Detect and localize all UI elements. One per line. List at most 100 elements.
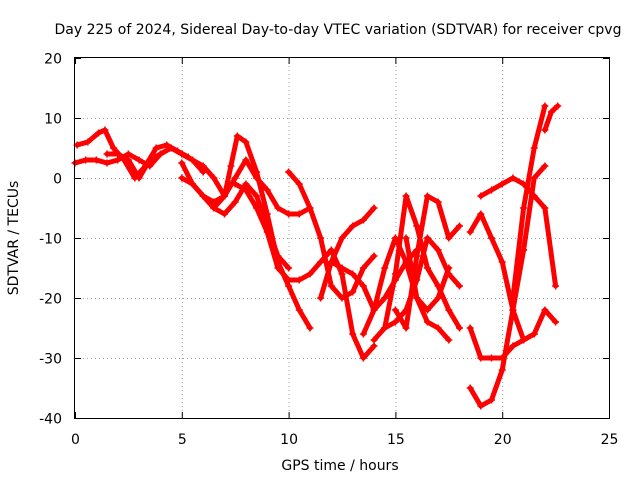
data-point (498, 354, 506, 362)
data-point (402, 234, 410, 242)
y-tick-label: 10 (44, 112, 62, 128)
data-point (520, 204, 528, 212)
data-point (338, 294, 346, 302)
series-trace (74, 127, 191, 181)
data-point (445, 336, 453, 344)
y-tick-label: 20 (44, 52, 62, 68)
data-point (285, 276, 293, 284)
data-point (547, 108, 555, 116)
x-tick-label: 25 (601, 432, 619, 448)
series-sat-t (509, 102, 549, 302)
data-point (231, 180, 239, 188)
data-point (295, 210, 303, 218)
data-point (423, 234, 431, 242)
data-point (338, 270, 346, 278)
data-point (434, 324, 442, 332)
data-point (423, 192, 431, 200)
series-sat-s (477, 174, 560, 290)
data-point (242, 156, 250, 164)
grid (75, 58, 609, 418)
series-sat-o (402, 234, 453, 314)
data-point (359, 330, 367, 338)
x-axis-label: GPS time / hours (281, 458, 398, 474)
data-point (509, 174, 517, 182)
data-point (317, 258, 325, 266)
data-point (317, 294, 325, 302)
data-point (413, 294, 421, 302)
data-point (114, 150, 122, 158)
data-point (370, 336, 378, 344)
data-point (434, 294, 442, 302)
data-point (423, 264, 431, 272)
data-point (455, 222, 463, 230)
data-point (295, 306, 303, 314)
data-point (488, 354, 496, 362)
chart-title: Day 225 of 2024, Sidereal Day-to-day VTE… (55, 22, 622, 38)
data-point (530, 174, 538, 182)
data-point (554, 102, 562, 110)
series-trace (467, 247, 527, 409)
y-tick-label: -10 (39, 232, 62, 248)
data-point (167, 144, 175, 152)
series-sat-v (541, 102, 562, 134)
data-point (82, 156, 90, 164)
data-point (349, 222, 357, 230)
data-point (466, 324, 474, 332)
data-point (231, 198, 239, 206)
data-point (423, 306, 431, 314)
data-point (488, 234, 496, 242)
data-point (109, 144, 117, 152)
x-tick-label: 10 (280, 432, 298, 448)
data-point (242, 138, 250, 146)
y-axis-label: SDTVAR / TECUs (6, 181, 22, 296)
data-point (306, 270, 314, 278)
data-point (391, 270, 399, 278)
data-point (178, 150, 186, 158)
plot-frame (74, 57, 610, 419)
data-point (178, 159, 186, 167)
series-sat-h (285, 168, 378, 302)
data-point (114, 156, 122, 164)
x-tick-label: 5 (178, 432, 187, 448)
data-point (306, 324, 314, 332)
data-point (445, 234, 453, 242)
data-point (135, 156, 143, 164)
data-point (381, 264, 389, 272)
data-point (124, 156, 132, 164)
data-point (488, 186, 496, 194)
data-point (188, 180, 196, 188)
data-point (466, 384, 474, 392)
data-point (434, 198, 442, 206)
data-point (253, 204, 261, 212)
data-point (285, 282, 293, 290)
series-sat-g (231, 180, 378, 362)
data-point (306, 204, 314, 212)
data-point (285, 168, 293, 176)
data-point (370, 204, 378, 212)
data-point (152, 144, 160, 152)
data-point (541, 306, 549, 314)
data-point (370, 252, 378, 260)
data-point (94, 129, 102, 137)
data-point (146, 156, 154, 164)
series-sat-f (199, 180, 293, 272)
series-sat-r (466, 210, 538, 344)
data-point (263, 228, 271, 236)
data-point (327, 246, 335, 254)
data-point (552, 318, 560, 326)
data-point (101, 126, 109, 134)
series-sat-n (391, 192, 463, 332)
data-point (242, 180, 250, 188)
data-point (391, 306, 399, 314)
data-point (370, 306, 378, 314)
data-point (498, 366, 506, 374)
data-point (402, 324, 410, 332)
series-group (71, 102, 562, 410)
data-point (402, 192, 410, 200)
series-trace (318, 205, 377, 301)
data-point (391, 318, 399, 326)
data-point (242, 186, 250, 194)
data-point (210, 174, 218, 182)
data-point (253, 192, 261, 200)
